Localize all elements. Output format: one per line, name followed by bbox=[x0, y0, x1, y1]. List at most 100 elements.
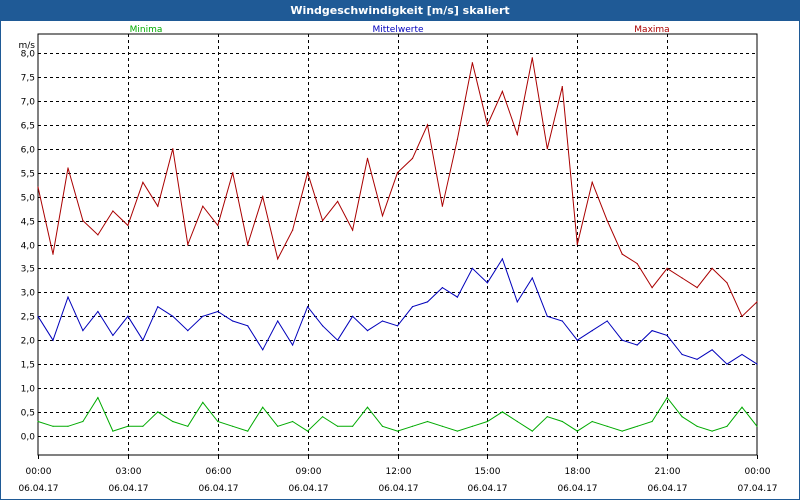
data-point-maxima bbox=[142, 181, 144, 183]
data-point-mittelwerte bbox=[202, 315, 204, 317]
x-tick-label-time: 18:00 bbox=[565, 467, 591, 477]
data-point-mittelwerte bbox=[322, 325, 324, 327]
y-tick-label: 1,0 bbox=[21, 385, 36, 395]
data-point-mittelwerte bbox=[411, 306, 414, 308]
data-point-mittelwerte bbox=[67, 296, 69, 298]
data-point-minima bbox=[726, 425, 728, 427]
data-point-minima bbox=[262, 406, 264, 408]
x-tick-label-date: 06.04.17 bbox=[108, 484, 148, 494]
data-point-minima bbox=[82, 420, 84, 423]
data-point-maxima bbox=[322, 220, 324, 222]
plot-area bbox=[37, 33, 758, 456]
data-point-maxima bbox=[546, 148, 548, 150]
data-point-mittelwerte bbox=[217, 310, 219, 313]
data-point-minima bbox=[681, 416, 683, 418]
data-point-maxima bbox=[621, 253, 623, 255]
data-point-minima bbox=[307, 430, 309, 432]
data-point-maxima bbox=[202, 205, 204, 207]
data-point-mittelwerte bbox=[37, 315, 39, 317]
data-point-mittelwerte bbox=[711, 349, 713, 351]
data-point-minima bbox=[426, 420, 429, 423]
data-point-maxima bbox=[217, 224, 219, 226]
data-point-maxima bbox=[127, 224, 129, 226]
data-point-minima bbox=[97, 397, 99, 399]
data-point-mittelwerte bbox=[546, 315, 548, 317]
data-point-mittelwerte bbox=[651, 330, 653, 332]
y-tick-label: 5,5 bbox=[21, 170, 35, 180]
data-point-minima bbox=[157, 411, 159, 413]
data-point-maxima bbox=[561, 86, 563, 88]
y-tick-label: 2,0 bbox=[21, 337, 36, 347]
data-point-minima bbox=[456, 430, 458, 432]
y-tick-label: 2,5 bbox=[21, 313, 35, 323]
data-point-mittelwerte bbox=[142, 339, 144, 341]
legend-item-maxima: Maxima bbox=[634, 25, 669, 35]
data-point-mittelwerte bbox=[262, 349, 264, 351]
data-point-maxima bbox=[232, 172, 234, 174]
data-point-maxima bbox=[681, 277, 683, 279]
data-point-mittelwerte bbox=[561, 320, 563, 322]
data-point-minima bbox=[217, 420, 219, 423]
data-point-maxima bbox=[636, 263, 638, 265]
data-point-maxima bbox=[666, 267, 668, 269]
x-tick-label-time: 21:00 bbox=[655, 467, 681, 477]
data-point-mittelwerte bbox=[292, 344, 294, 346]
y-tick-label: 6,5 bbox=[21, 122, 35, 132]
y-tick-label: 4,5 bbox=[21, 218, 35, 228]
data-point-maxima bbox=[651, 287, 653, 289]
data-point-mittelwerte bbox=[127, 315, 129, 317]
x-tick-label-time: 03:00 bbox=[116, 467, 142, 477]
data-point-maxima bbox=[606, 220, 608, 222]
y-tick-label: 6,0 bbox=[21, 146, 36, 156]
data-point-minima bbox=[112, 430, 114, 432]
data-point-mittelwerte bbox=[606, 320, 608, 322]
data-point-minima bbox=[531, 430, 533, 432]
data-point-maxima bbox=[516, 133, 518, 136]
data-point-mittelwerte bbox=[696, 358, 698, 360]
data-point-minima bbox=[337, 425, 339, 427]
data-point-mittelwerte bbox=[247, 325, 249, 327]
data-point-minima bbox=[606, 425, 608, 427]
x-tick-label-date: 07.04.17 bbox=[737, 484, 777, 494]
data-point-mittelwerte bbox=[666, 334, 668, 336]
x-tick-label-date: 06.04.17 bbox=[198, 484, 238, 494]
data-point-mittelwerte bbox=[681, 353, 683, 356]
y-tick-label: 3,0 bbox=[21, 289, 36, 299]
data-point-mittelwerte bbox=[576, 339, 578, 341]
data-point-maxima bbox=[396, 172, 399, 174]
data-point-maxima bbox=[501, 90, 503, 92]
data-point-mittelwerte bbox=[426, 301, 429, 303]
data-point-mittelwerte bbox=[352, 315, 354, 317]
data-point-maxima bbox=[456, 138, 458, 140]
data-point-maxima bbox=[262, 196, 264, 198]
data-point-maxima bbox=[277, 258, 279, 260]
x-tick-label-date: 06.04.17 bbox=[647, 484, 687, 494]
data-point-minima bbox=[591, 420, 593, 423]
data-point-mittelwerte bbox=[621, 339, 623, 341]
data-point-maxima bbox=[411, 157, 414, 159]
x-tick-label-time: 00:00 bbox=[745, 467, 771, 477]
y-tick-label: 0,5 bbox=[21, 409, 35, 419]
data-point-maxima bbox=[352, 229, 354, 231]
data-point-mittelwerte bbox=[591, 330, 593, 332]
data-point-mittelwerte bbox=[441, 287, 443, 289]
data-point-minima bbox=[666, 397, 668, 399]
data-point-minima bbox=[277, 425, 279, 427]
data-point-mittelwerte bbox=[471, 267, 473, 269]
data-point-maxima bbox=[157, 205, 159, 207]
data-point-maxima bbox=[52, 253, 54, 255]
data-point-mittelwerte bbox=[486, 282, 488, 284]
data-point-maxima bbox=[741, 315, 743, 317]
data-point-minima bbox=[232, 425, 234, 427]
data-point-maxima bbox=[531, 57, 533, 59]
data-point-minima bbox=[67, 425, 69, 427]
data-point-minima bbox=[366, 406, 369, 408]
data-point-mittelwerte bbox=[516, 301, 518, 303]
data-point-mittelwerte bbox=[396, 325, 399, 327]
data-point-minima bbox=[127, 425, 129, 427]
data-point-mittelwerte bbox=[456, 296, 458, 298]
data-point-minima bbox=[621, 430, 623, 432]
data-point-maxima bbox=[441, 205, 443, 207]
chart-title: Windgeschwindigkeit [m/s] skaliert bbox=[1, 1, 799, 21]
